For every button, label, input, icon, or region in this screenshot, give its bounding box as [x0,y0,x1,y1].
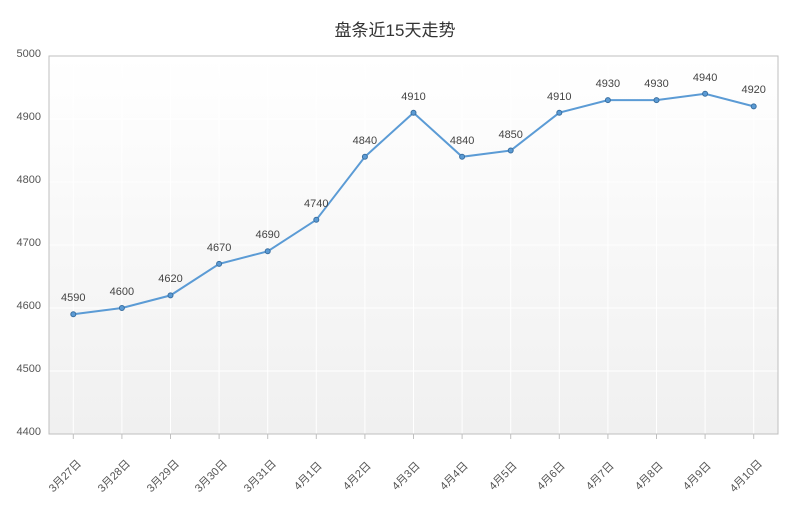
y-tick-label: 4600 [17,300,41,312]
data-label: 4850 [498,129,522,141]
data-label: 4670 [207,242,231,254]
y-tick-label: 4400 [17,426,41,438]
data-label: 4740 [304,198,328,210]
data-label: 4930 [596,78,620,90]
y-tick-label: 4500 [17,363,41,375]
y-tick-label: 4800 [17,174,41,186]
data-label: 4940 [693,72,717,84]
chart-svg [0,0,790,509]
y-tick-label: 4700 [17,237,41,249]
data-label: 4910 [401,91,425,103]
data-label: 4840 [450,135,474,147]
data-label: 4840 [353,135,377,147]
y-tick-label: 5000 [17,48,41,60]
y-tick-label: 4900 [17,111,41,123]
data-label: 4590 [61,292,85,304]
data-label: 4930 [644,78,668,90]
data-label: 4620 [158,273,182,285]
data-label: 4600 [110,286,134,298]
data-label: 4690 [255,229,279,241]
data-label: 4910 [547,91,571,103]
data-label: 4920 [741,84,765,96]
line-chart: 盘条近15天走势 4400450046004700480049005000459… [0,0,790,509]
